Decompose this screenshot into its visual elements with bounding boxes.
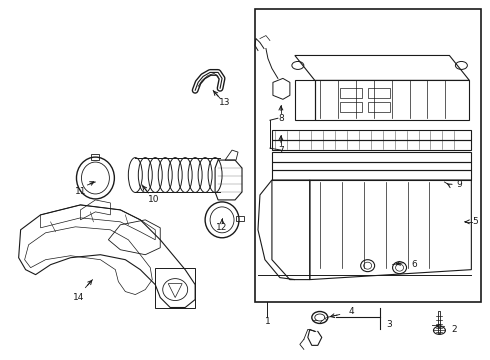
Text: 3: 3 (387, 320, 392, 329)
Bar (368, 88, 390, 98)
Text: 10: 10 (147, 195, 159, 204)
Text: 7: 7 (278, 145, 284, 154)
Bar (92, 154, 99, 160)
Bar (255, 9, 481, 302)
Text: 6: 6 (412, 260, 417, 269)
Bar (340, 88, 362, 98)
Text: 4: 4 (349, 307, 354, 316)
Bar (236, 216, 244, 221)
Bar (340, 102, 362, 112)
Text: 11: 11 (74, 188, 86, 197)
Text: 1: 1 (265, 317, 271, 326)
Text: 9: 9 (457, 180, 462, 189)
Text: 14: 14 (73, 293, 84, 302)
Text: 2: 2 (452, 325, 457, 334)
Bar (368, 102, 390, 112)
Text: 13: 13 (220, 98, 231, 107)
Text: 12: 12 (217, 223, 228, 232)
Text: 5: 5 (472, 217, 478, 226)
Text: 8: 8 (278, 114, 284, 123)
